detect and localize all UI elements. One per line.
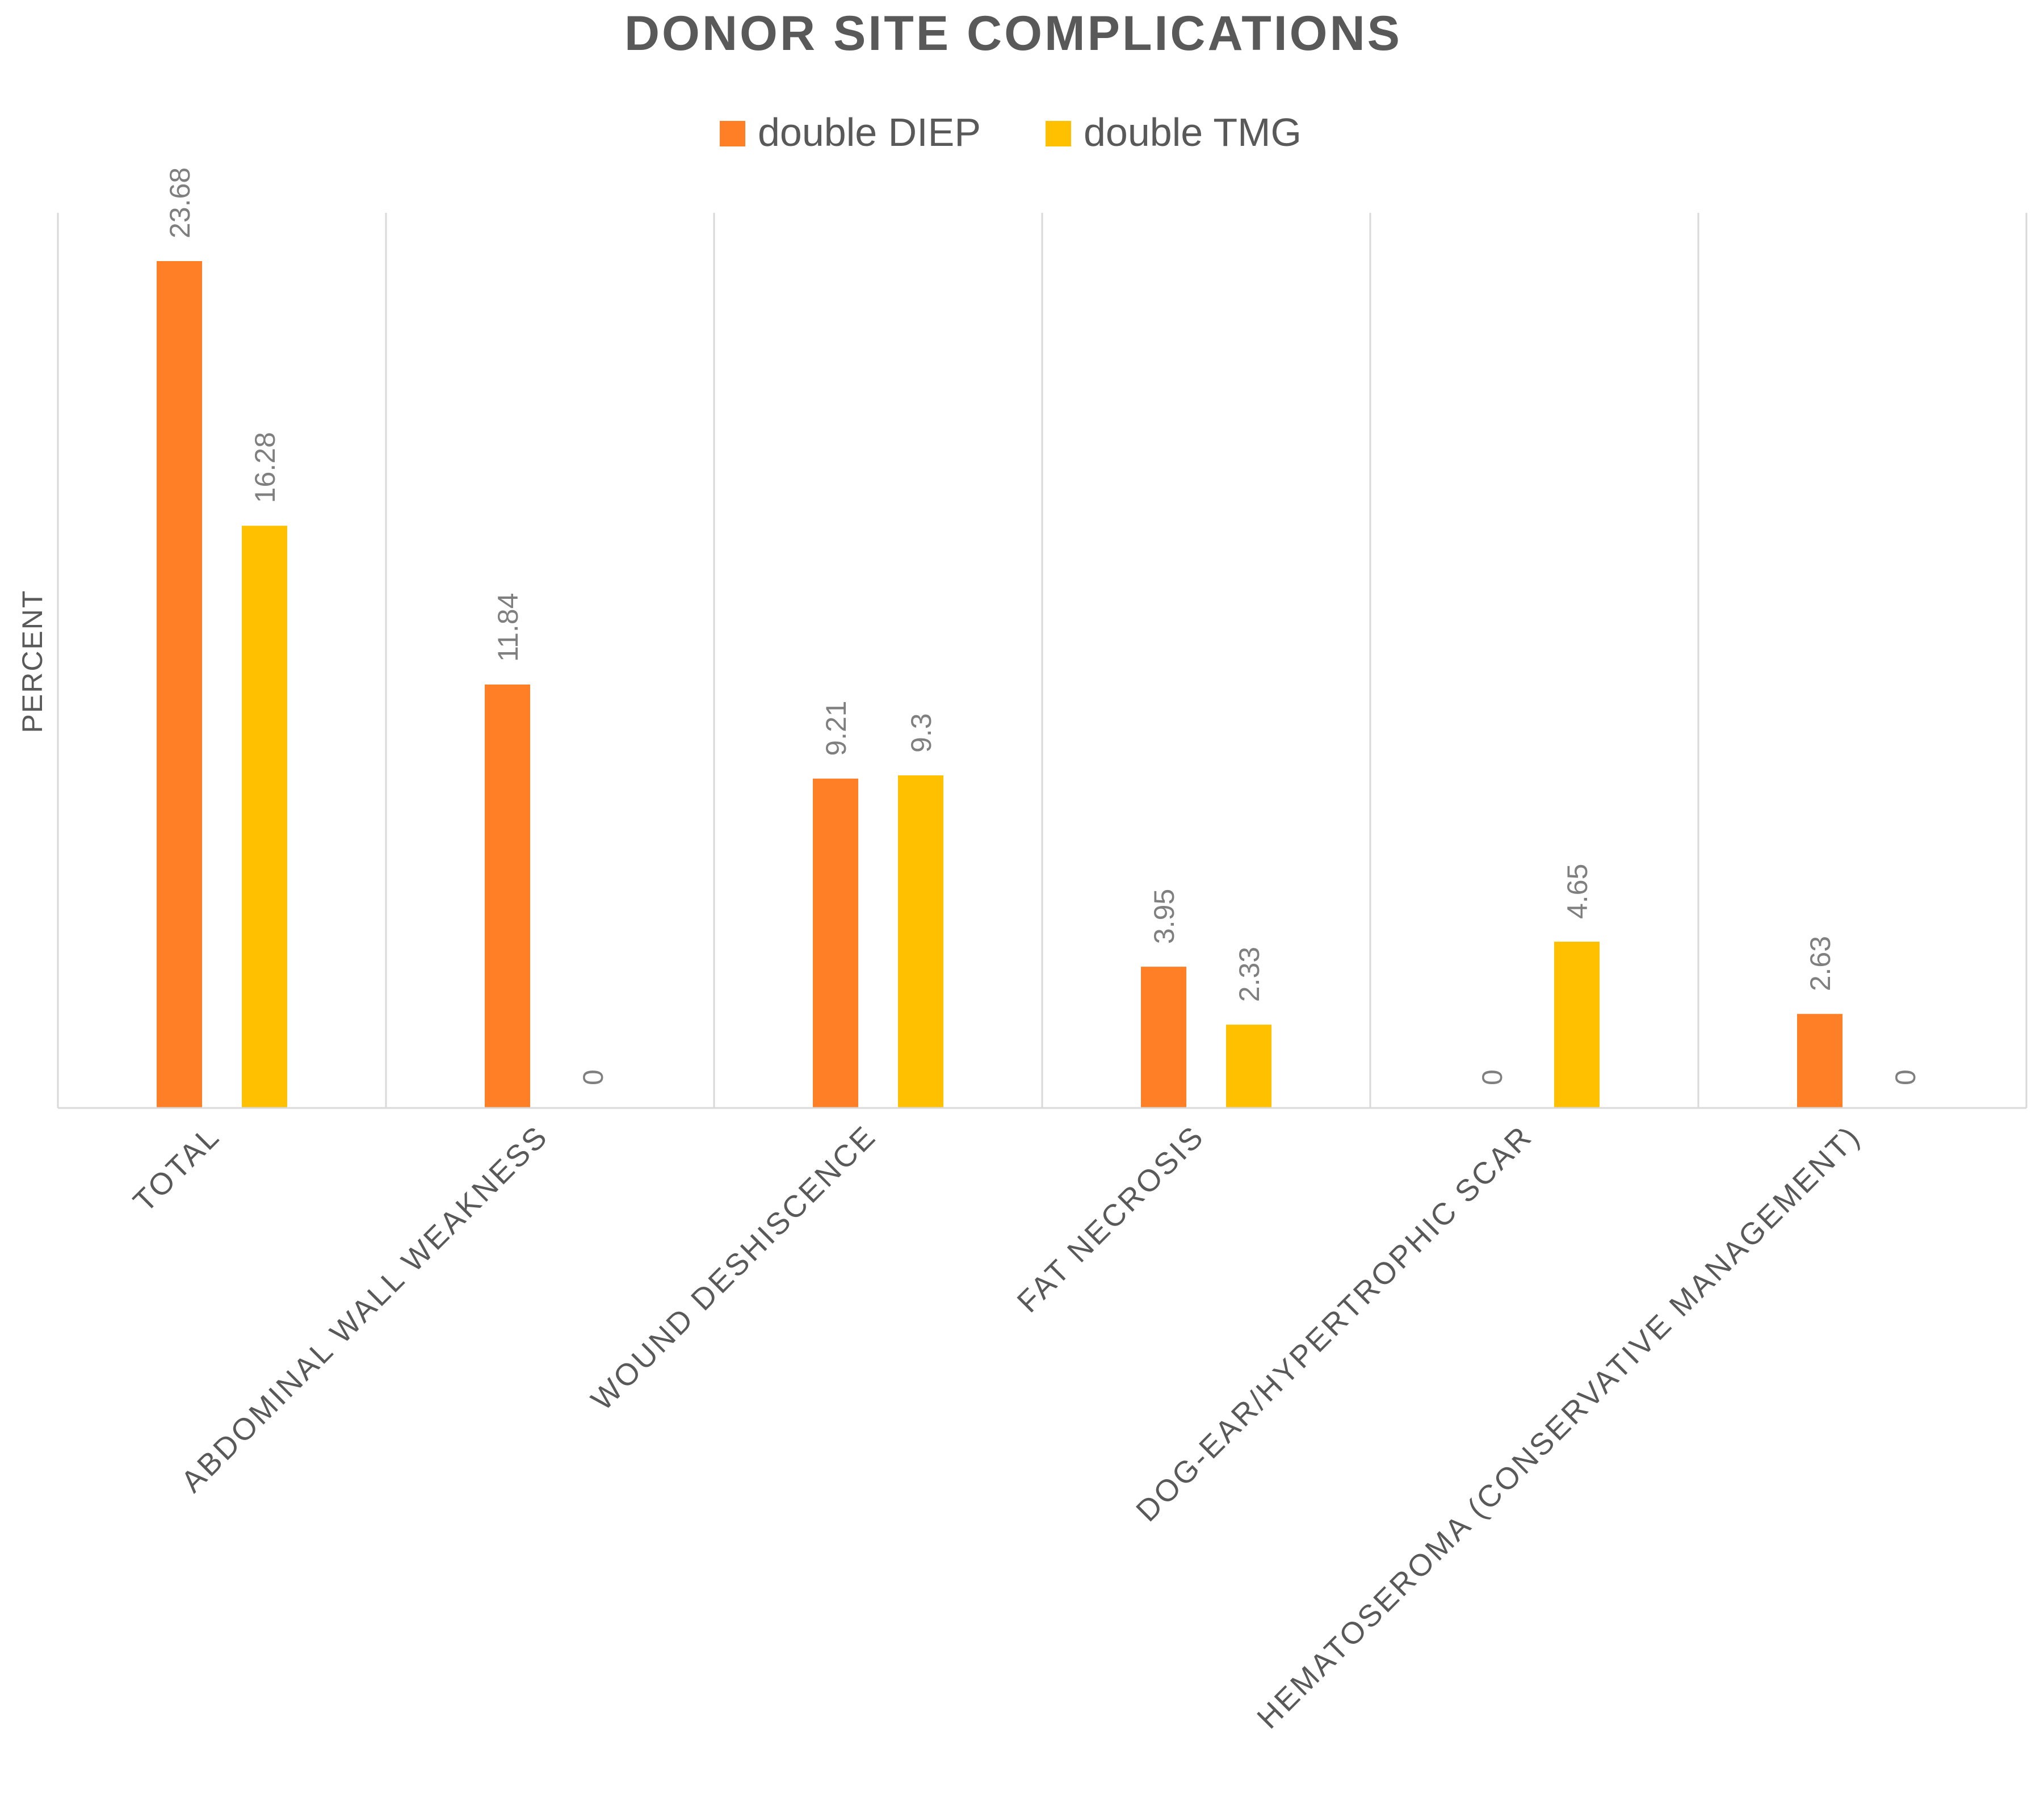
data-labels: 23.68 16.28 11.84 0 9.21 9.3 3.95 2.33 0 4.65 2.63… [164, 167, 1921, 1085]
bar [1554, 942, 1600, 1108]
chart-title: DONOR SITE COMPLICATIONS [624, 6, 1402, 61]
category-gridlines [57, 213, 2028, 1108]
legend-label-tmg: double TMG [1084, 110, 1302, 154]
data-label: 9.21 [820, 700, 852, 755]
data-label: 0 [1476, 1069, 1508, 1085]
bars [157, 261, 1842, 1108]
data-label: 3.95 [1148, 889, 1180, 944]
data-label: 23.68 [164, 167, 196, 238]
data-label: 9.3 [905, 713, 937, 753]
data-label: 2.63 [1804, 936, 1836, 991]
data-label: 2.33 [1233, 947, 1265, 1002]
y-axis-label: PERCENT [16, 590, 48, 733]
data-label: 11.84 [492, 593, 524, 662]
legend-swatch-diep [720, 121, 745, 146]
data-label: 4.65 [1562, 864, 1593, 919]
bar [1141, 967, 1186, 1108]
legend-label-diep: double DIEP [758, 110, 981, 154]
legend-item-tmg[interactable]: double TMG [1046, 110, 1302, 154]
bar [1797, 1014, 1842, 1108]
bar [1226, 1025, 1271, 1108]
data-label: 16.28 [249, 432, 281, 503]
bar [898, 775, 943, 1108]
data-label: 0 [577, 1069, 609, 1085]
data-label: 0 [1890, 1069, 1921, 1085]
bar [813, 778, 858, 1108]
legend-item-diep[interactable]: double DIEP [720, 110, 981, 154]
legend-swatch-tmg [1046, 121, 1071, 146]
bar [485, 685, 530, 1108]
bar [157, 261, 202, 1108]
legend: double DIEP double TMG [720, 110, 1302, 154]
bar [242, 526, 287, 1108]
